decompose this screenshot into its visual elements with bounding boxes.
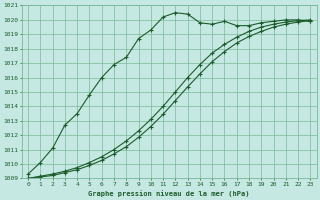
X-axis label: Graphe pression niveau de la mer (hPa): Graphe pression niveau de la mer (hPa) <box>89 190 250 197</box>
